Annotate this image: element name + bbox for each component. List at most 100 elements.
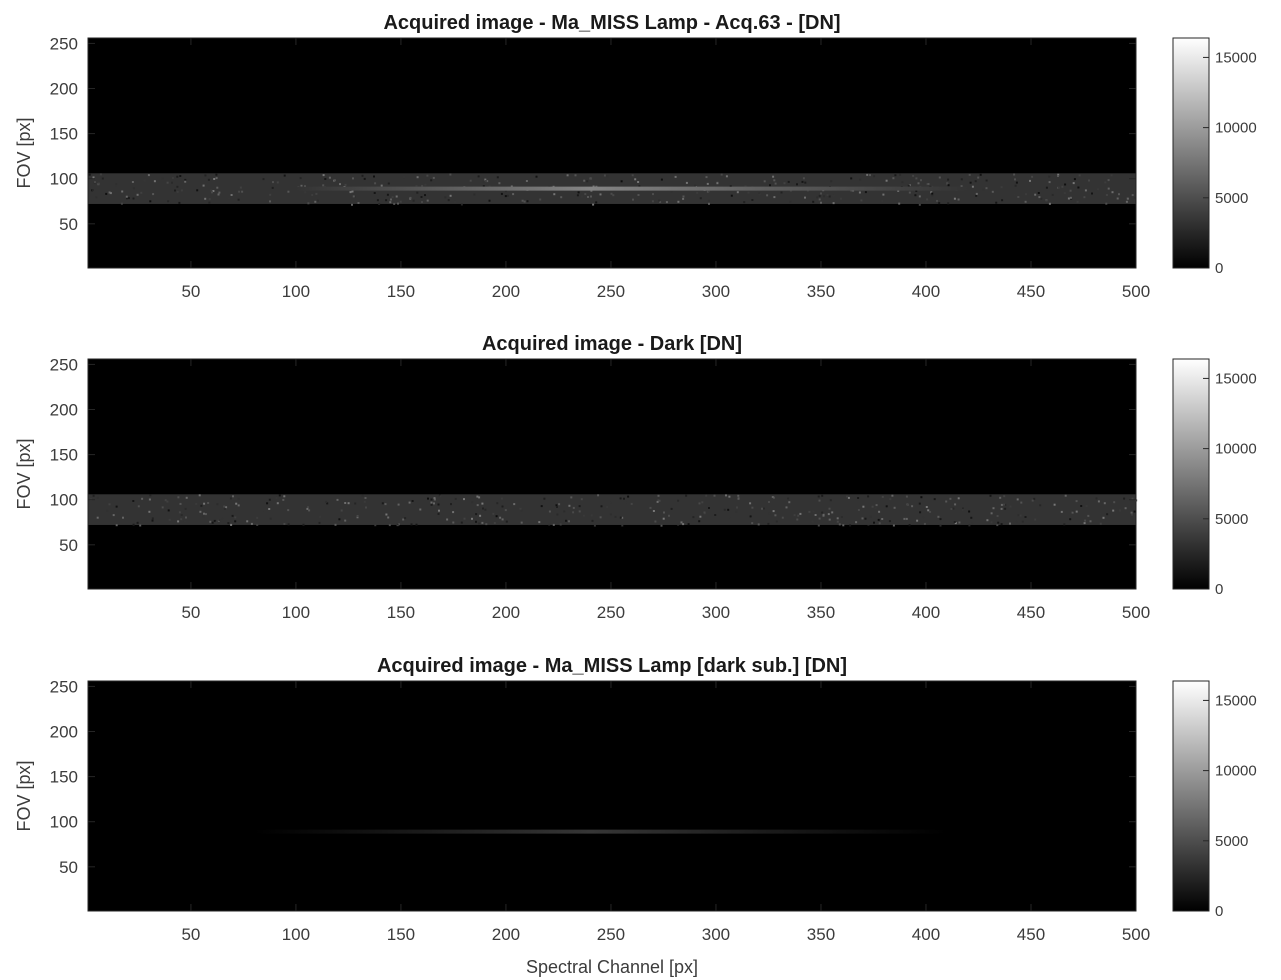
speckle-pixel bbox=[912, 175, 914, 177]
speckle-pixel bbox=[204, 174, 206, 176]
speckle-pixel bbox=[364, 501, 366, 503]
x-tick-label: 500 bbox=[1122, 603, 1150, 622]
x-tick-label: 50 bbox=[181, 925, 200, 944]
speckle-pixel bbox=[438, 513, 440, 515]
speckle-pixel bbox=[969, 174, 971, 176]
speckle-pixel bbox=[203, 185, 205, 187]
speckle-pixel bbox=[139, 525, 141, 527]
speckle-pixel bbox=[97, 497, 99, 499]
speckle-pixel bbox=[235, 503, 237, 505]
speckle-pixel bbox=[708, 200, 710, 202]
speckle-pixel bbox=[230, 524, 232, 526]
speckle-pixel bbox=[556, 506, 558, 508]
colorbar-tick-label: 15000 bbox=[1215, 49, 1257, 66]
speckle-pixel bbox=[926, 506, 928, 508]
speckle-pixel bbox=[781, 192, 783, 194]
speckle-pixel bbox=[283, 495, 285, 497]
speckle-pixel bbox=[337, 499, 339, 501]
x-tick-label: 400 bbox=[912, 603, 940, 622]
speckle-pixel bbox=[172, 177, 174, 179]
speckle-pixel bbox=[452, 511, 454, 513]
speckle-pixel bbox=[819, 518, 821, 520]
speckle-pixel bbox=[948, 184, 950, 186]
speckle-pixel bbox=[497, 176, 499, 178]
x-tick-label: 300 bbox=[702, 925, 730, 944]
speckle-pixel bbox=[1001, 523, 1003, 525]
speckle-pixel bbox=[502, 506, 504, 508]
x-tick-label: 300 bbox=[702, 282, 730, 301]
speckle-pixel bbox=[604, 175, 606, 177]
speckle-pixel bbox=[522, 200, 524, 202]
speckle-pixel bbox=[812, 521, 814, 523]
speckle-pixel bbox=[657, 501, 659, 503]
speckle-pixel bbox=[344, 520, 346, 522]
speckle-pixel bbox=[317, 200, 319, 202]
speckle-pixel bbox=[558, 503, 560, 505]
speckle-pixel bbox=[928, 183, 930, 185]
speckle-pixel bbox=[284, 175, 286, 177]
speckle-pixel bbox=[716, 182, 718, 184]
speckle-pixel bbox=[927, 509, 929, 511]
speckle-pixel bbox=[374, 192, 376, 194]
speckle-pixel bbox=[338, 518, 340, 520]
speckle-pixel bbox=[521, 522, 523, 524]
x-tick-label: 50 bbox=[181, 282, 200, 301]
speckle-pixel bbox=[463, 498, 465, 500]
speckle-pixel bbox=[865, 518, 867, 520]
speckle-pixel bbox=[750, 515, 752, 517]
speckle-pixel bbox=[705, 495, 707, 497]
speckle-pixel bbox=[507, 195, 509, 197]
y-tick-label: 50 bbox=[59, 536, 78, 555]
x-tick-label: 100 bbox=[282, 925, 310, 944]
speckle-pixel bbox=[238, 199, 240, 201]
speckle-pixel bbox=[1108, 188, 1110, 190]
speckle-pixel bbox=[177, 191, 179, 193]
speckle-pixel bbox=[1117, 198, 1119, 200]
speckle-pixel bbox=[144, 180, 146, 182]
speckle-pixel bbox=[203, 513, 205, 515]
speckle-pixel bbox=[837, 517, 839, 519]
x-tick-label: 200 bbox=[492, 282, 520, 301]
speckle-pixel bbox=[1014, 193, 1016, 195]
speckle-pixel bbox=[397, 524, 399, 526]
speckle-pixel bbox=[461, 204, 463, 206]
speckle-pixel bbox=[859, 192, 861, 194]
speckle-pixel bbox=[878, 519, 880, 521]
speckle-pixel bbox=[438, 510, 440, 512]
speckle-pixel bbox=[696, 192, 698, 194]
speckle-pixel bbox=[485, 523, 487, 525]
speckle-pixel bbox=[389, 524, 391, 526]
speckle-pixel bbox=[767, 523, 769, 525]
speckle-pixel bbox=[325, 501, 327, 503]
speckle-pixel bbox=[675, 176, 677, 178]
speckle-pixel bbox=[737, 191, 739, 193]
speckle-pixel bbox=[627, 496, 629, 498]
speckle-pixel bbox=[992, 191, 994, 193]
speckle-pixel bbox=[121, 203, 123, 205]
speckle-pixel bbox=[477, 504, 479, 506]
speckle-pixel bbox=[1031, 176, 1033, 178]
speckle-pixel bbox=[1040, 198, 1042, 200]
speckle-pixel bbox=[995, 202, 997, 204]
speckle-pixel bbox=[478, 523, 480, 525]
speckle-pixel bbox=[901, 181, 903, 183]
speckle-pixel bbox=[240, 187, 242, 189]
speckle-pixel bbox=[954, 521, 956, 523]
speckle-pixel bbox=[421, 185, 423, 187]
speckle-pixel bbox=[986, 180, 988, 182]
speckle-pixel bbox=[773, 196, 775, 198]
speckle-pixel bbox=[179, 175, 181, 177]
speckle-pixel bbox=[600, 193, 602, 195]
y-tick-label: 200 bbox=[50, 723, 78, 742]
speckle-pixel bbox=[919, 204, 921, 206]
speckle-pixel bbox=[1131, 514, 1133, 516]
speckle-pixel bbox=[612, 194, 614, 196]
speckle-pixel bbox=[714, 495, 716, 497]
chart-title: Acquired image - Ma_MISS Lamp [dark sub.… bbox=[377, 655, 847, 677]
speckle-pixel bbox=[1010, 506, 1012, 508]
speckle-pixel bbox=[374, 182, 376, 184]
speckle-pixel bbox=[279, 494, 281, 496]
speckle-pixel bbox=[358, 202, 360, 204]
speckle-pixel bbox=[450, 503, 452, 505]
speckle-pixel bbox=[737, 495, 739, 497]
